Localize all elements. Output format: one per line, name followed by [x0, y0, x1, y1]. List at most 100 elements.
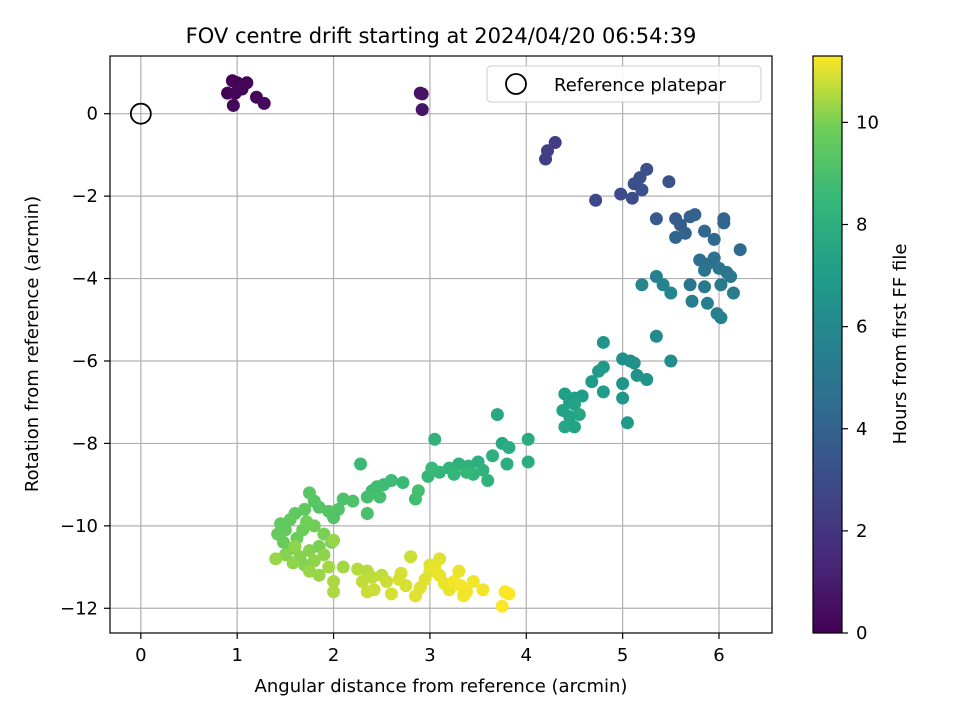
data-point [733, 243, 747, 257]
colorbar-tick-label: 10 [856, 112, 879, 133]
data-point [425, 461, 439, 475]
data-point [640, 373, 654, 387]
y-axis-ticks: −12 −10 −8 −6 −4 −2 0 [60, 104, 110, 619]
data-point [322, 560, 336, 574]
data-point [415, 103, 429, 117]
data-point [625, 191, 639, 205]
data-point [521, 432, 535, 446]
data-point [649, 212, 663, 226]
data-point [360, 490, 374, 504]
chart-title: FOV centre drift starting at 2024/04/20 … [186, 24, 697, 48]
legend-label-reference-platepar: Reference platepar [554, 75, 726, 96]
data-point [502, 441, 516, 455]
x-tick-label: 2 [328, 645, 339, 666]
data-point [620, 416, 634, 430]
x-tick-label: 0 [135, 645, 146, 666]
data-point [226, 98, 240, 112]
data-point [336, 492, 350, 506]
data-point [269, 552, 283, 566]
data-point [481, 474, 495, 488]
y-tick-label: −10 [60, 516, 98, 537]
colorbar-tick-label: 2 [856, 521, 867, 542]
data-point [698, 263, 712, 277]
data-point [707, 251, 721, 265]
data-point [457, 589, 471, 603]
data-point [466, 574, 480, 588]
data-point [685, 294, 699, 308]
data-point [596, 385, 610, 399]
data-point [317, 527, 331, 541]
data-point [539, 152, 553, 166]
y-tick-label: −2 [71, 186, 98, 207]
legend-marker [505, 73, 527, 95]
data-point [307, 554, 321, 568]
data-point [502, 587, 516, 601]
reference-platepar-marker [129, 102, 152, 125]
x-tick-label: 4 [521, 645, 532, 666]
data-point [228, 86, 242, 100]
data-point [640, 162, 654, 176]
data-point [302, 544, 316, 558]
data-point [490, 408, 504, 422]
data-point [394, 566, 408, 580]
data-point [726, 286, 740, 300]
data-point [567, 397, 581, 411]
data-point [714, 278, 728, 292]
data-point [635, 278, 649, 292]
data-point [460, 465, 474, 479]
data-point [614, 187, 628, 201]
x-tick-label: 3 [424, 645, 435, 666]
data-point [288, 539, 302, 553]
data-point [257, 96, 271, 110]
data-point [724, 269, 738, 283]
data-point [317, 548, 331, 562]
data-point [683, 278, 697, 292]
data-point [649, 329, 663, 343]
data-point [396, 476, 410, 490]
data-point [558, 420, 572, 434]
data-point [521, 455, 535, 469]
data-point [572, 408, 586, 422]
y-tick-label: −6 [71, 351, 98, 372]
colorbar-label: Hours from first FF file [890, 244, 911, 445]
data-point [589, 193, 603, 207]
x-axis-ticks: 0 1 2 3 4 5 6 [135, 633, 725, 666]
y-tick-label: −8 [71, 433, 98, 454]
data-point [354, 457, 368, 471]
y-tick-label: −12 [60, 598, 98, 619]
y-tick-label: −4 [71, 269, 98, 290]
data-point [698, 280, 712, 294]
data-point [360, 506, 374, 520]
data-point [327, 533, 341, 547]
data-point [664, 354, 678, 368]
colorbar-tick-label: 8 [856, 215, 867, 236]
data-point [662, 175, 676, 189]
data-point [312, 568, 326, 582]
data-point [567, 420, 581, 434]
x-tick-label: 1 [231, 645, 242, 666]
data-point [717, 216, 731, 230]
data-point [548, 136, 562, 150]
colorbar-tick-label: 0 [856, 623, 867, 644]
data-point [688, 208, 702, 222]
data-point [596, 335, 610, 349]
colorbar-tick-label: 4 [856, 419, 867, 440]
data-point [327, 585, 341, 599]
plot-frame [109, 55, 773, 634]
data-point [286, 556, 300, 570]
x-axis-label: Angular distance from reference (arcmin) [255, 676, 628, 697]
data-point [664, 286, 678, 300]
y-axis-label: Rotation from reference (arcmin) [22, 196, 43, 492]
data-point [452, 564, 466, 578]
data-point [399, 579, 413, 593]
data-point [411, 484, 425, 498]
data-point [476, 583, 490, 597]
data-point [307, 519, 321, 533]
colorbar-gradient [813, 56, 842, 633]
data-point [360, 585, 374, 599]
plot-background [110, 56, 772, 633]
legend-box [486, 65, 762, 103]
colorbar-frame [812, 55, 843, 634]
data-point [373, 490, 387, 504]
